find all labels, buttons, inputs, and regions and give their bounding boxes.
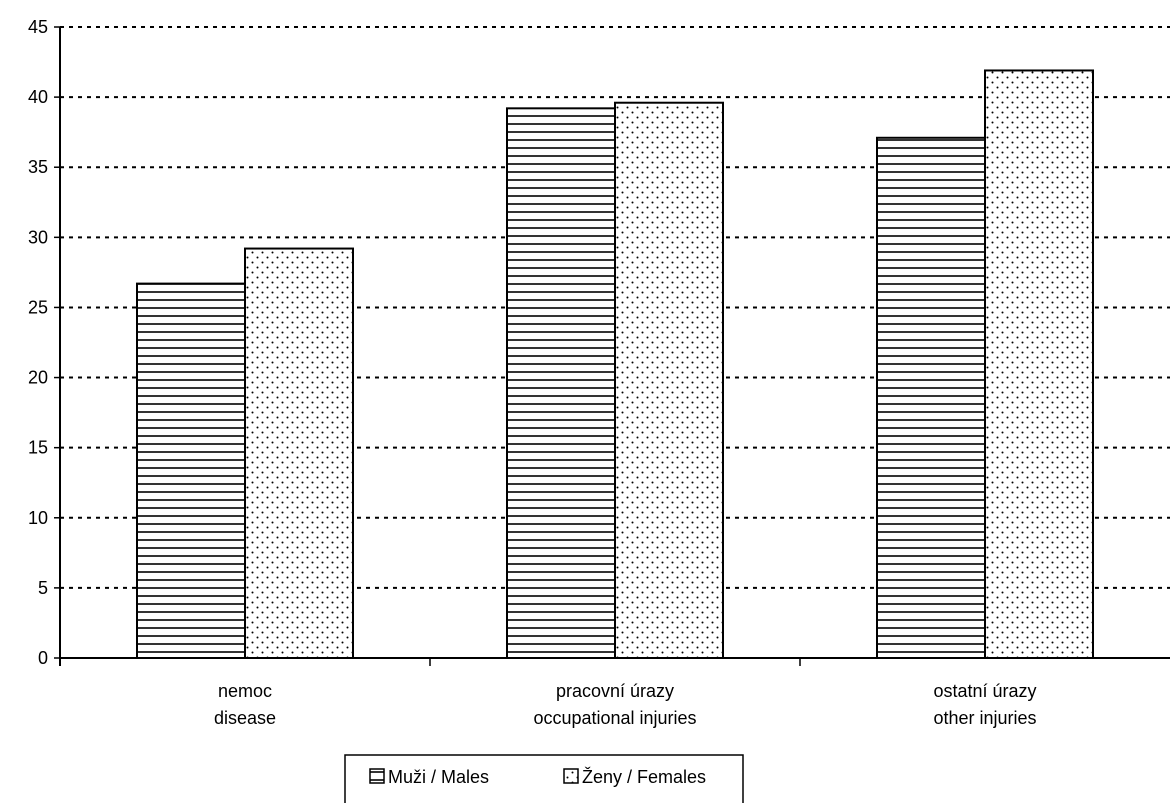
legend-box [344, 754, 744, 803]
category-label: ostatní úrazy [933, 681, 1036, 701]
legend-swatch-females [563, 768, 579, 784]
bar-females [614, 101, 724, 660]
category-label: nemoc [218, 681, 272, 701]
y-tick-label: 5 [38, 578, 48, 598]
category-label: occupational injuries [533, 708, 696, 728]
bar-females [984, 69, 1094, 660]
category-label: pracovní úrazy [556, 681, 674, 701]
bar-males [506, 107, 616, 659]
y-tick-label: 10 [28, 508, 48, 528]
y-tick-label: 0 [38, 648, 48, 668]
bar-males [876, 136, 986, 659]
y-tick-label: 45 [28, 17, 48, 37]
category-label: other injuries [933, 708, 1036, 728]
y-tick-label: 20 [28, 368, 48, 388]
y-tick-label: 35 [28, 157, 48, 177]
bar-males [136, 282, 246, 659]
axis-labels: 0 5 10 15 20 25 30 35 40 45 nemoc disease pracovní ú… [28, 17, 1037, 728]
legend-swatch-males [369, 768, 385, 784]
legend-label: Ženy / Females [582, 767, 706, 787]
category-label: disease [214, 708, 276, 728]
y-tick-label: 25 [28, 297, 48, 317]
y-tick-label: 15 [28, 438, 48, 458]
legend-label: Muži / Males [388, 767, 489, 787]
legend: Muži / Males Ženy / Females [344, 754, 744, 803]
bars [136, 69, 1094, 660]
axes [54, 26, 1170, 666]
y-tick-label: 30 [28, 227, 48, 247]
y-tick-label: 40 [28, 87, 48, 107]
bar-females [244, 247, 354, 659]
